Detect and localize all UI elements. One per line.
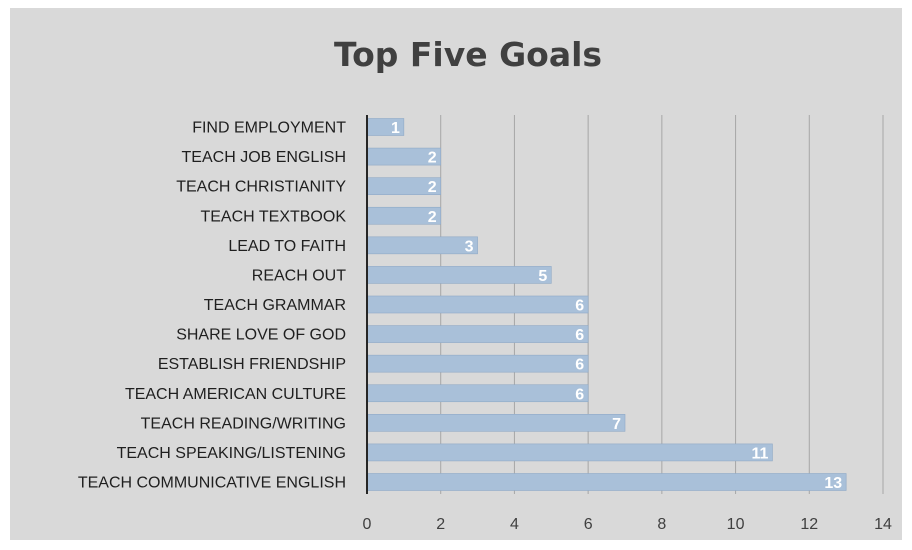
category-label: ESTABLISH FRIENDSHIP (158, 356, 346, 373)
category-label: TEACH GRAMMAR (204, 297, 346, 314)
data-label: 5 (538, 268, 547, 285)
x-tick-labels: 0 2 4 6 8 10 12 14 (363, 516, 892, 533)
bar (366, 414, 626, 432)
bar (366, 443, 773, 462)
category-label: FIND EMPLOYMENT (192, 120, 346, 137)
x-tick-label: 6 (584, 516, 593, 533)
category-label: TEACH CHRISTIANITY (176, 179, 346, 196)
data-label: 2 (428, 179, 437, 196)
bar (366, 266, 552, 284)
bar (366, 384, 589, 403)
data-label: 3 (465, 238, 474, 255)
bar (366, 354, 589, 373)
bar (366, 295, 589, 314)
data-label: 6 (575, 327, 584, 344)
category-label: TEACH READING/WRITING (141, 415, 346, 432)
data-label: 13 (824, 475, 842, 492)
category-label: TEACH COMMUNICATIVE ENGLISH (78, 475, 346, 492)
data-label: 11 (752, 445, 769, 462)
data-label: 6 (575, 386, 584, 403)
x-tick-label: 14 (874, 516, 892, 533)
category-label: REACH OUT (252, 267, 346, 284)
data-label: 2 (428, 209, 437, 226)
x-tick-label: 8 (657, 516, 666, 533)
data-label: 6 (575, 357, 584, 374)
x-tick-label: 10 (727, 516, 745, 533)
category-labels: FIND EMPLOYMENT TEACH JOB ENGLISH TEACH CH… (78, 120, 346, 492)
data-label: 1 (391, 120, 400, 137)
category-label: TEACH JOB ENGLISH (182, 149, 346, 166)
bar (366, 236, 478, 255)
category-label: LEAD TO FAITH (228, 238, 346, 255)
data-label: 6 (575, 298, 584, 315)
data-label: 7 (612, 416, 621, 433)
data-labels: 1 2 2 2 3 5 6 6 6 6 7 11 13 (391, 120, 842, 492)
data-label: 2 (428, 150, 437, 167)
category-label: SHARE LOVE OF GOD (176, 327, 346, 344)
bar (366, 473, 847, 491)
category-label: TEACH SPEAKING/LISTENING (117, 445, 346, 462)
category-label: TEACH TEXTBOOK (200, 208, 346, 225)
bars (366, 118, 847, 491)
category-label: TEACH AMERICAN CULTURE (125, 386, 346, 403)
chart-title: Top Five Goals (334, 35, 602, 74)
x-tick-label: 4 (510, 516, 519, 533)
x-tick-label: 12 (800, 516, 818, 533)
bar (366, 325, 589, 343)
x-tick-label: 2 (436, 516, 445, 533)
x-tick-label: 0 (363, 516, 372, 533)
